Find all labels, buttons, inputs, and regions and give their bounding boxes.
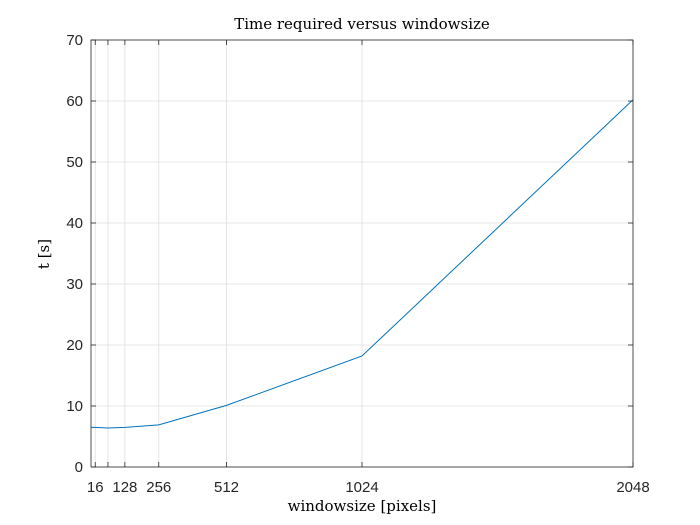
y-tick-label: 60 xyxy=(66,93,83,110)
chart-title: Time required versus windowsize xyxy=(234,15,490,33)
data-series xyxy=(91,99,634,429)
ticks: 16 128 256 512 1024 2048 0 10 20 30 40 50 60 70 xyxy=(66,32,649,496)
y-tick-label: 40 xyxy=(66,215,83,232)
x-tick-label: 512 xyxy=(214,479,239,496)
x-tick-label: 256 xyxy=(146,479,171,496)
y-tick-label: 0 xyxy=(75,459,83,476)
x-axis-label: windowsize [pixels] xyxy=(288,497,437,515)
grid xyxy=(91,39,634,468)
y-tick-label: 10 xyxy=(66,398,83,415)
y-tick-label: 30 xyxy=(66,276,83,293)
x-tick-label: 16 xyxy=(87,479,104,496)
y-axis-label: t [s] xyxy=(35,239,53,269)
x-tick-label: 128 xyxy=(112,479,137,496)
x-tick-label: 2048 xyxy=(616,479,649,496)
y-tick-label: 50 xyxy=(66,154,83,171)
y-tick-label: 70 xyxy=(66,32,83,49)
y-tick-label: 20 xyxy=(66,337,83,354)
x-tick-label: 1024 xyxy=(345,479,378,496)
series-line xyxy=(91,99,634,429)
